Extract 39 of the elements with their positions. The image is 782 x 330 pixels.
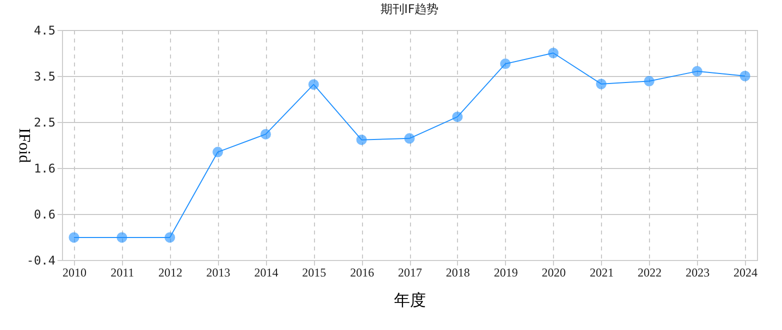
- x-tick-label: 2010: [62, 266, 86, 280]
- x-tick-label: 2018: [446, 266, 470, 280]
- x-tick-label: 2011: [110, 266, 134, 280]
- point: [692, 66, 702, 77]
- x-tick-label: 2013: [206, 266, 230, 280]
- x-axis-title: 年度: [394, 292, 426, 310]
- y-tick-label: 0.6: [34, 208, 56, 222]
- x-tick-label: 2024: [734, 266, 758, 280]
- point: [308, 79, 319, 90]
- point: [644, 76, 654, 86]
- x-tick-label: 2022: [638, 266, 662, 280]
- x-tick-label: 2021: [590, 266, 614, 280]
- y-tick-label: 4.5: [34, 24, 56, 38]
- point: [260, 128, 271, 140]
- x-tick-label: 2019: [494, 266, 518, 280]
- x-tick-label: 2017: [398, 266, 422, 280]
- y-tick-label: 3.5: [34, 70, 56, 84]
- point: [548, 48, 559, 58]
- x-tick-label: 2016: [350, 266, 374, 280]
- x-tick-label: 2012: [158, 266, 182, 280]
- point: [68, 232, 80, 243]
- point: [164, 232, 176, 243]
- y-tick-label: -0.4: [26, 254, 56, 268]
- point: [356, 134, 367, 146]
- y-tick-label: 2.5: [34, 116, 56, 130]
- point: [452, 112, 463, 122]
- y-axis-title: IFoid: [16, 128, 33, 163]
- x-tick-label: 2015: [302, 266, 326, 280]
- x-tick-label: 2023: [686, 266, 710, 280]
- point: [116, 232, 128, 243]
- y-tick-label: 1.6: [34, 162, 56, 176]
- point: [404, 133, 415, 144]
- point: [212, 146, 224, 158]
- point: [596, 78, 606, 90]
- x-tick-label: 2014: [254, 266, 278, 280]
- chart-title: 期刊IF趋势: [380, 2, 439, 16]
- point: [740, 70, 750, 82]
- x-tick-label: 2020: [542, 266, 566, 280]
- point: [500, 58, 511, 70]
